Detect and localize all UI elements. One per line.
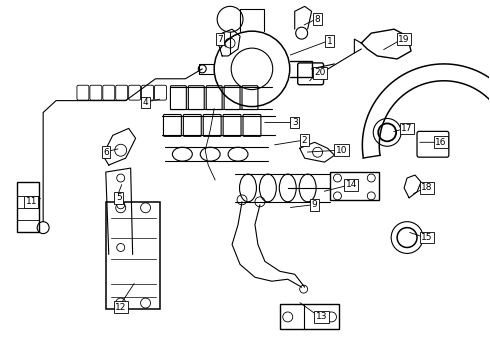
Text: 16: 16 bbox=[435, 138, 446, 147]
Bar bbox=[106, 202, 161, 309]
Text: 3: 3 bbox=[292, 118, 297, 127]
Text: 17: 17 bbox=[401, 124, 413, 133]
Bar bbox=[280, 304, 340, 329]
Text: 12: 12 bbox=[115, 302, 126, 311]
Bar bbox=[17, 182, 39, 231]
Text: 11: 11 bbox=[25, 197, 37, 206]
Text: 8: 8 bbox=[315, 15, 320, 24]
Text: 2: 2 bbox=[302, 136, 307, 145]
Text: 10: 10 bbox=[336, 146, 347, 155]
Bar bbox=[329, 172, 379, 200]
Text: 15: 15 bbox=[421, 233, 433, 242]
Text: 18: 18 bbox=[421, 184, 433, 193]
Text: 5: 5 bbox=[116, 193, 122, 202]
Text: 4: 4 bbox=[143, 98, 148, 107]
Text: 13: 13 bbox=[316, 312, 327, 321]
Text: 6: 6 bbox=[103, 148, 109, 157]
Text: 19: 19 bbox=[398, 35, 410, 44]
Text: 14: 14 bbox=[346, 180, 357, 189]
Text: 1: 1 bbox=[327, 37, 332, 46]
Text: 9: 9 bbox=[312, 200, 318, 209]
Text: 7: 7 bbox=[217, 35, 223, 44]
Text: 20: 20 bbox=[314, 68, 325, 77]
